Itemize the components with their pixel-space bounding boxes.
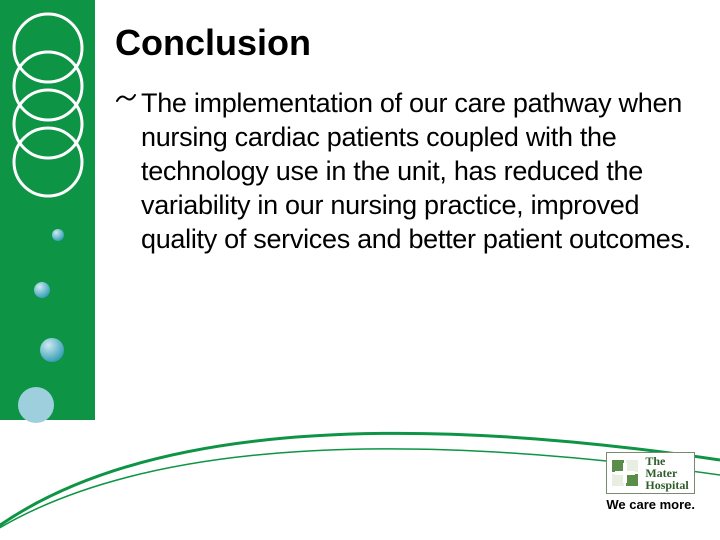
logo-line-3: Hospital bbox=[645, 479, 688, 491]
hospital-logo: The Mater Hospital bbox=[606, 452, 695, 494]
dots-graphic bbox=[0, 210, 95, 435]
bullet-glyph bbox=[115, 86, 137, 120]
bullet-item: The implementation of our care pathway w… bbox=[115, 86, 695, 256]
rings-graphic bbox=[10, 8, 90, 198]
hospital-logo-text: The Mater Hospital bbox=[645, 455, 688, 491]
body-text: The implementation of our care pathway w… bbox=[141, 86, 695, 256]
footer-logo-block: The Mater Hospital We care more. bbox=[606, 452, 695, 512]
tagline-text: We care more. bbox=[606, 497, 695, 512]
sidebar-decor bbox=[0, 0, 95, 420]
slide-content: Conclusion The implementation of our car… bbox=[115, 22, 695, 256]
slide-title: Conclusion bbox=[115, 22, 695, 64]
hospital-logo-icon bbox=[611, 459, 639, 487]
